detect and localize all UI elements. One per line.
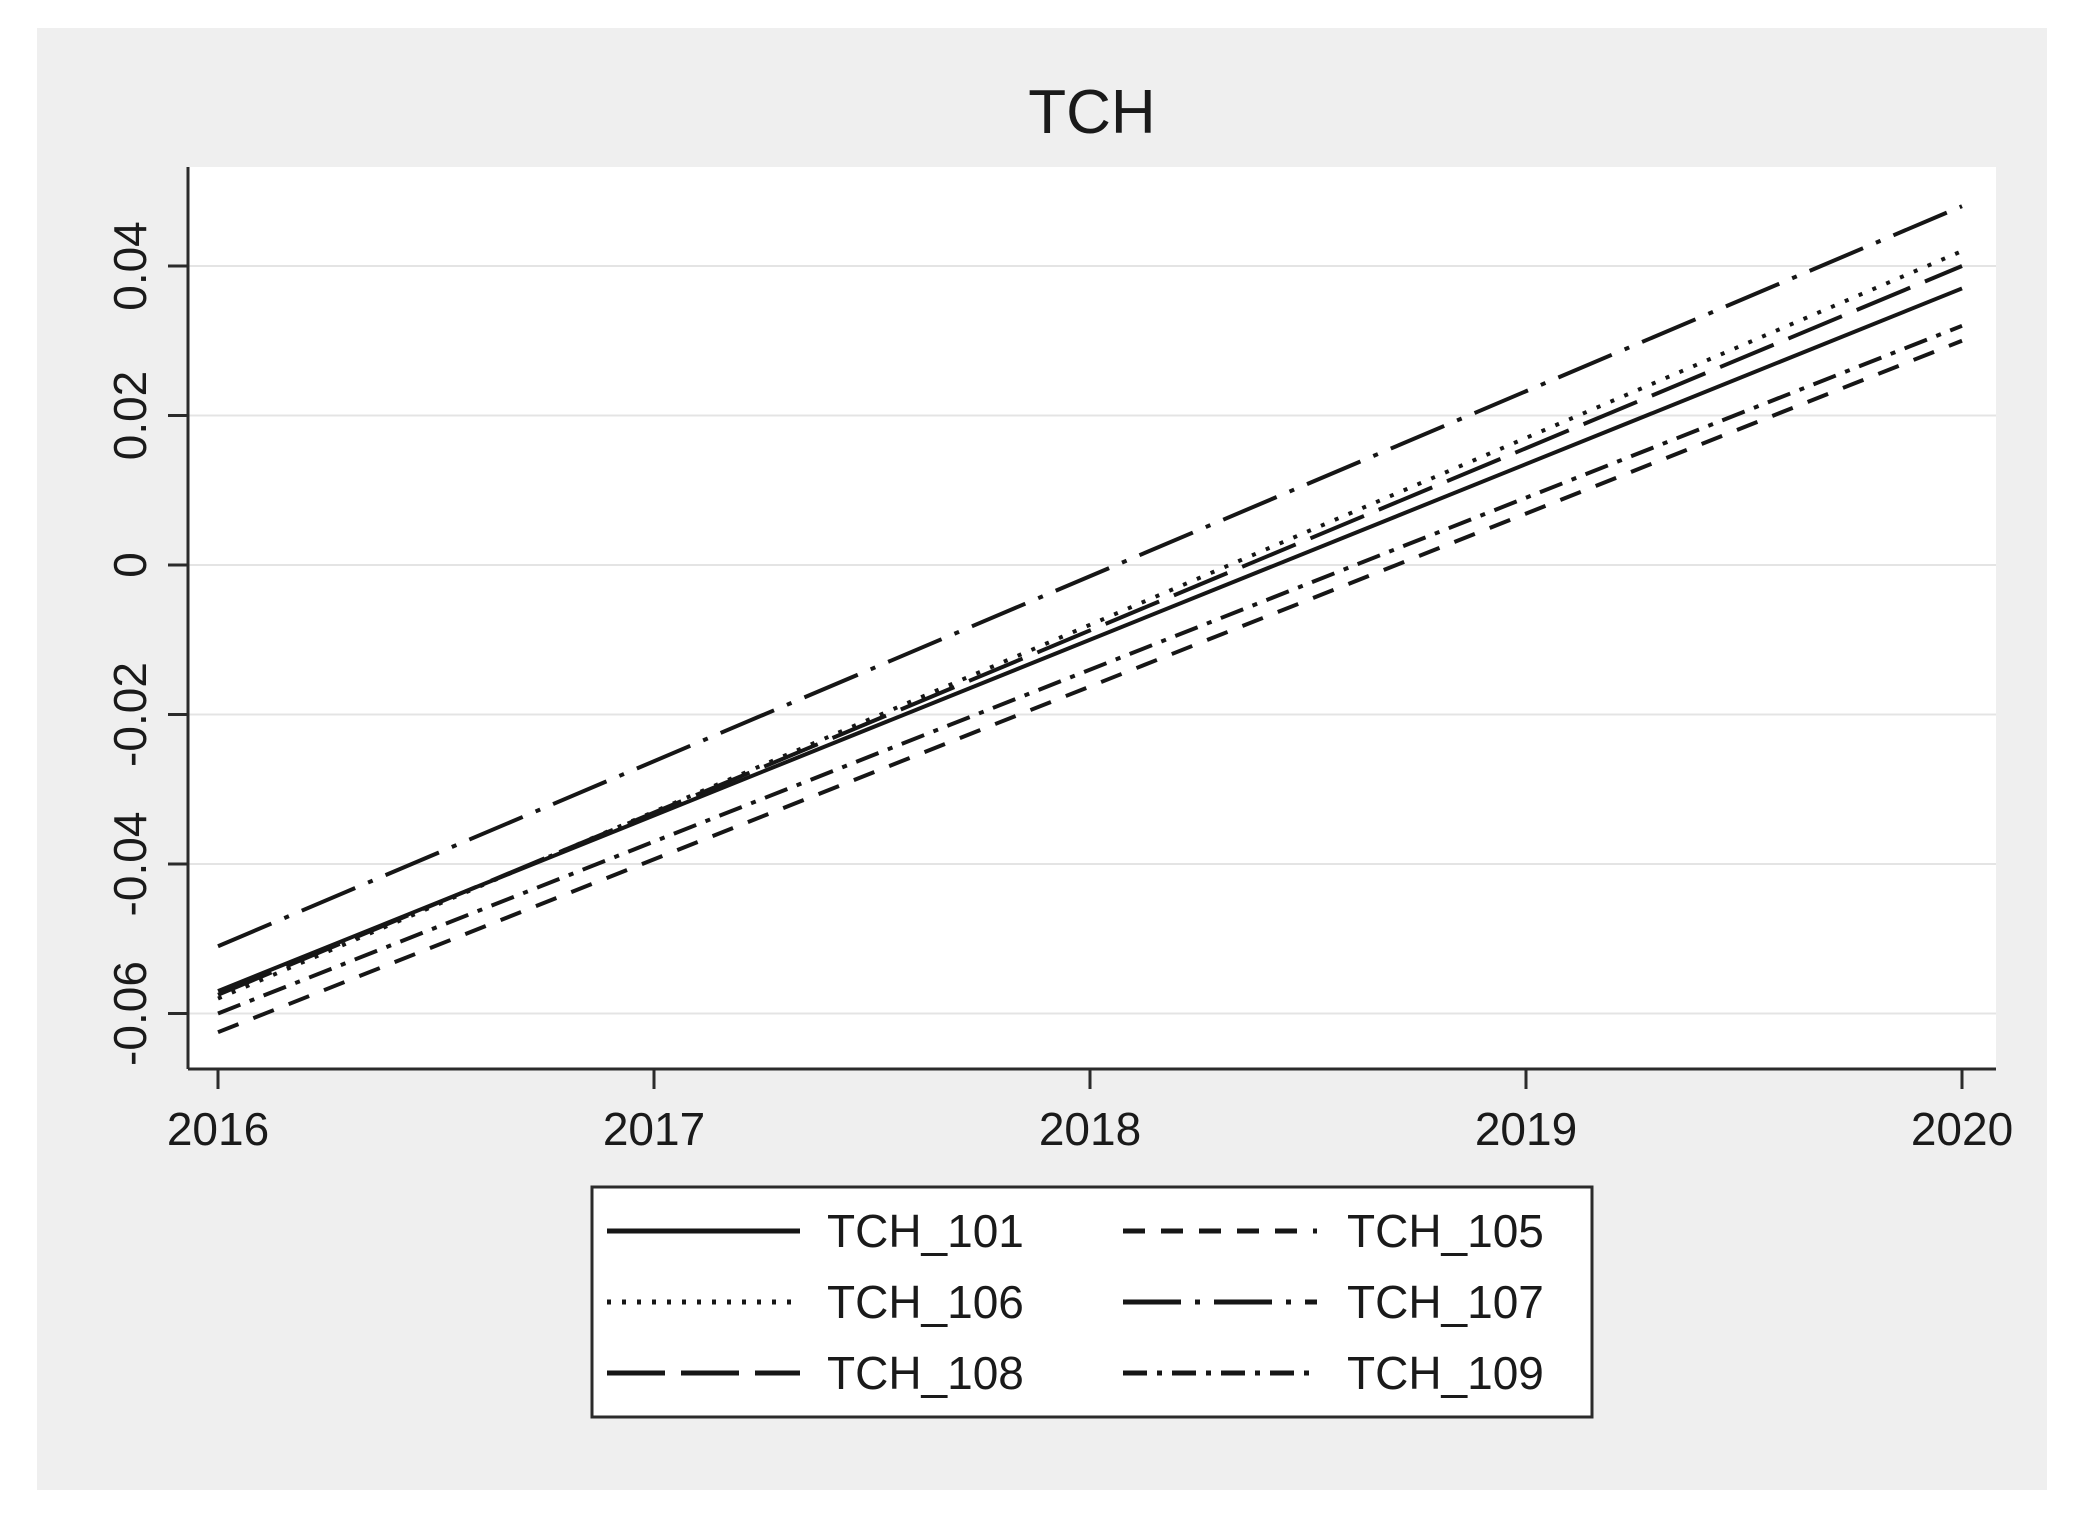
legend-label-TCH_109: TCH_109 (1347, 1347, 1544, 1399)
y-tick-label: -0.06 (104, 961, 156, 1066)
chart-title: TCH (1028, 78, 1155, 147)
y-tick-label: -0.04 (104, 812, 156, 917)
series-line-TCH_108 (217, 264, 1963, 997)
legend-label-TCH_105: TCH_105 (1347, 1205, 1544, 1257)
y-tick-label: -0.02 (104, 662, 156, 767)
plot-area (188, 167, 1996, 1069)
series-line-TCH_107 (217, 204, 1963, 949)
x-tick-label: 2016 (167, 1103, 269, 1155)
legend-label-TCH_106: TCH_106 (827, 1276, 1024, 1328)
legend-label-TCH_101: TCH_101 (827, 1205, 1024, 1257)
legend-label-TCH_107: TCH_107 (1347, 1276, 1544, 1328)
series-line-TCH_109 (217, 323, 1963, 1016)
y-tick-label: 0.04 (104, 221, 156, 311)
x-tick-label: 2018 (1039, 1103, 1141, 1155)
legend-label-TCH_108: TCH_108 (827, 1347, 1024, 1399)
x-tick-label: 2017 (603, 1103, 705, 1155)
x-tick-label: 2020 (1911, 1103, 2013, 1155)
y-tick-label: 0.02 (104, 371, 156, 461)
y-tick-label: 0 (104, 552, 156, 578)
series-line-TCH_105 (217, 338, 1963, 1035)
x-tick-label: 2019 (1475, 1103, 1577, 1155)
